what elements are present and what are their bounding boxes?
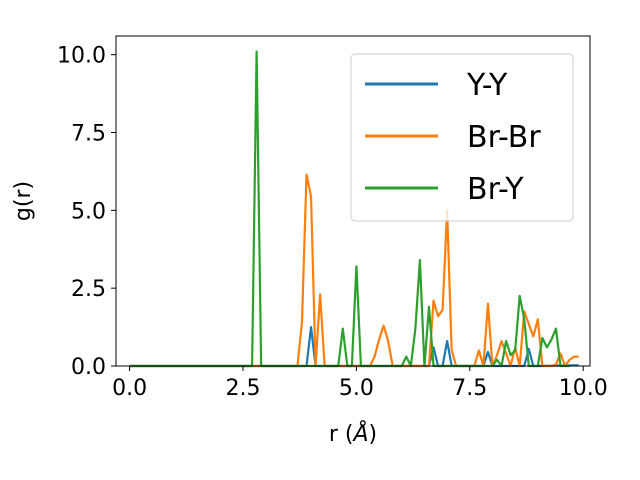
legend-label-br-br: Br-Br xyxy=(467,120,541,155)
legend: Y-Y Br-Br Br-Y xyxy=(350,53,574,222)
x-tick-label: 0.0 xyxy=(112,376,147,401)
x-tick-label: 10.0 xyxy=(559,376,608,401)
legend-box xyxy=(350,53,574,222)
x-tick-label: 5.0 xyxy=(339,376,374,401)
y-tick-label: 5.0 xyxy=(71,199,106,224)
y-axis-ticks: 0.0 2.5 5.0 7.5 10.0 xyxy=(57,44,116,380)
plot-frame xyxy=(115,35,591,367)
y-tick-label: 7.5 xyxy=(71,122,106,147)
legend-label-y-y: Y-Y xyxy=(466,68,508,103)
y-tick-label: 2.5 xyxy=(71,277,106,302)
x-tick-label: 7.5 xyxy=(452,376,487,401)
legend-label-br-y: Br-Y xyxy=(467,172,524,207)
x-axis-ticks: 0.0 2.5 5.0 7.5 10.0 xyxy=(112,366,608,401)
y-tick-label: 10.0 xyxy=(57,44,106,69)
y-tick-label: 0.0 xyxy=(71,355,106,380)
x-axis-label: r (Å) xyxy=(329,420,377,447)
y-axis-label: g(r) xyxy=(11,181,36,221)
x-tick-label: 2.5 xyxy=(226,376,261,401)
